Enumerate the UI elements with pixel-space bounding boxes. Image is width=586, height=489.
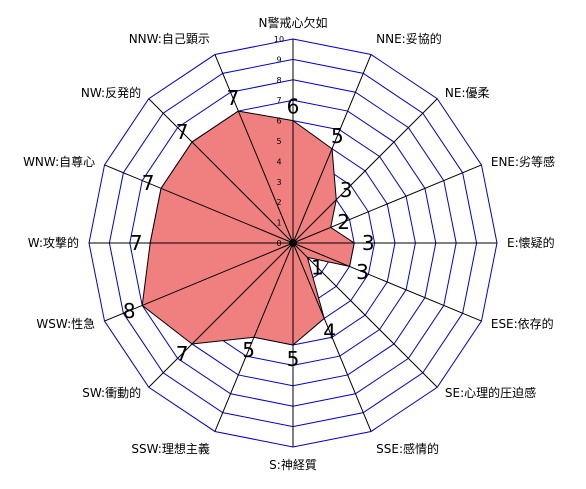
axis-label-12: WSW:性急 <box>36 316 95 331</box>
tick-label-1: 1 <box>276 219 281 228</box>
spoke-12 <box>104 242 294 322</box>
spoke-8 <box>292 242 372 432</box>
tick-label-5: 5 <box>276 137 281 146</box>
radar-series-area <box>141 110 355 346</box>
value-label-5: 3 <box>362 231 375 255</box>
value-label-7: 1 <box>311 255 324 279</box>
spoke-7 <box>292 242 438 388</box>
value-label-9: 5 <box>287 347 300 371</box>
spoke-2 <box>292 54 372 244</box>
value-label-12: 8 <box>123 299 136 323</box>
tick-label-8: 8 <box>276 76 281 85</box>
value-label-3: 3 <box>340 178 353 202</box>
spoke-3 <box>292 98 438 244</box>
tick-label-2: 2 <box>276 198 281 207</box>
value-label-8: 4 <box>323 319 336 343</box>
axis-label-15: NW:反発的 <box>81 85 141 100</box>
value-label-4: 2 <box>337 210 350 234</box>
tick-label-3: 3 <box>276 178 281 187</box>
tick-label-7: 7 <box>276 96 281 105</box>
spoke-14 <box>104 164 294 244</box>
radar-spokes <box>89 39 497 447</box>
value-label-13: 7 <box>130 231 143 255</box>
axis-label-8: SSE:感情的 <box>376 441 439 456</box>
tick-label-4: 4 <box>276 157 281 166</box>
axis-label-2: NNE:妥協的 <box>376 31 442 46</box>
value-label-10: 5 <box>242 338 255 362</box>
value-label-11: 7 <box>176 342 189 366</box>
center-point <box>289 239 297 247</box>
spoke-10 <box>214 242 294 432</box>
axis-label-14: WNW:自尊心 <box>23 154 95 169</box>
tick-label-6: 6 <box>276 117 281 126</box>
spoke-11 <box>148 242 294 388</box>
spoke-6 <box>292 242 482 322</box>
value-label-16: 7 <box>227 86 240 110</box>
spoke-4 <box>292 164 482 244</box>
radar-axis-labels: N警戒心欠如 NNE:妥協的 NE:優柔 ENE:劣等感 E:懐疑的 ESE:依存的 SE:… <box>23 15 555 472</box>
value-label-14: 7 <box>142 171 155 195</box>
tick-label-9: 9 <box>276 55 281 64</box>
axis-label-5: E:懐疑的 <box>507 235 555 250</box>
axis-label-11: SW:衝動的 <box>82 385 141 400</box>
axis-label-6: ESE:依存的 <box>491 316 554 331</box>
value-label-1: 6 <box>287 95 300 119</box>
value-label-15: 7 <box>176 120 189 144</box>
axis-label-13: W:攻撃的 <box>28 235 79 250</box>
axis-label-7: SE:心理的圧迫感 <box>445 385 536 400</box>
axis-label-1: N警戒心欠如 <box>259 15 328 30</box>
axis-label-4: ENE:劣等感 <box>491 154 555 169</box>
value-label-6: 3 <box>356 260 369 284</box>
tick-label-10: 10 <box>274 35 284 44</box>
axis-label-10: SSW:理想主義 <box>131 441 209 456</box>
spoke-15 <box>148 98 294 244</box>
value-label-2: 5 <box>331 124 344 148</box>
tick-label-0: 0 <box>276 239 281 248</box>
axis-label-3: NE:優柔 <box>445 86 490 100</box>
series-area <box>141 110 355 346</box>
axis-label-9: S:神経質 <box>269 457 317 472</box>
spoke-16 <box>214 54 294 244</box>
radar-tick-labels: 0 1 2 3 4 5 6 7 8 9 10 <box>274 35 284 248</box>
axis-label-16: NNW:自己顕示 <box>129 32 210 46</box>
